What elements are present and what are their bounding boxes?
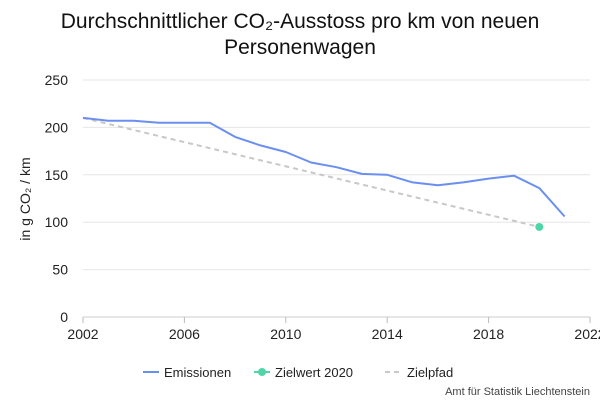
- x-axis: 2002 2006 2010 2014 2018 2022: [67, 317, 600, 342]
- y-tick-label: 250: [45, 72, 69, 88]
- source-credit: Amt für Statistik Liechtenstein: [445, 386, 590, 398]
- x-tick-label: 2010: [270, 326, 301, 342]
- data-point-zielwert-2020[interactable]: [535, 222, 544, 231]
- legend-label-zielpfad: Zielpfad: [407, 365, 453, 380]
- legend-swatch-zielwert-dot: [258, 368, 266, 376]
- legend-item-zielwert[interactable]: Zielwert 2020: [254, 365, 353, 380]
- x-tick-label: 2006: [169, 326, 200, 342]
- y-tick-label: 150: [45, 167, 69, 183]
- x-tick-label: 2022: [574, 326, 600, 342]
- x-tick-label: 2002: [67, 326, 98, 342]
- x-tick-label: 2018: [473, 326, 504, 342]
- x-tick-label: 2014: [372, 326, 403, 342]
- chart-title-line1: Durchschnittlicher CO₂-Ausstoss pro km v…: [61, 10, 540, 33]
- series-line-emissionen[interactable]: [82, 116, 566, 218]
- grid: [83, 79, 590, 318]
- legend: Emissionen Zielwert 2020 Zielpfad: [143, 365, 453, 380]
- legend-item-emissionen[interactable]: Emissionen: [143, 365, 231, 380]
- series-line-zielpfad[interactable]: [82, 116, 540, 228]
- y-tick-label: 200: [45, 119, 69, 135]
- chart-title-line2: Personenwagen: [224, 36, 376, 59]
- y-tick-label: 50: [52, 262, 68, 278]
- y-axis: 0 50 100 150 200 250: [45, 72, 69, 325]
- y-axis-label: in g CO₂ / km: [17, 157, 33, 240]
- legend-label-emissionen: Emissionen: [164, 365, 231, 380]
- legend-label-zielwert: Zielwert 2020: [275, 365, 353, 380]
- y-tick-label: 0: [60, 309, 68, 325]
- y-tick-label: 100: [45, 214, 69, 230]
- legend-item-zielpfad[interactable]: Zielpfad: [385, 365, 453, 380]
- plot-area: [82, 116, 566, 231]
